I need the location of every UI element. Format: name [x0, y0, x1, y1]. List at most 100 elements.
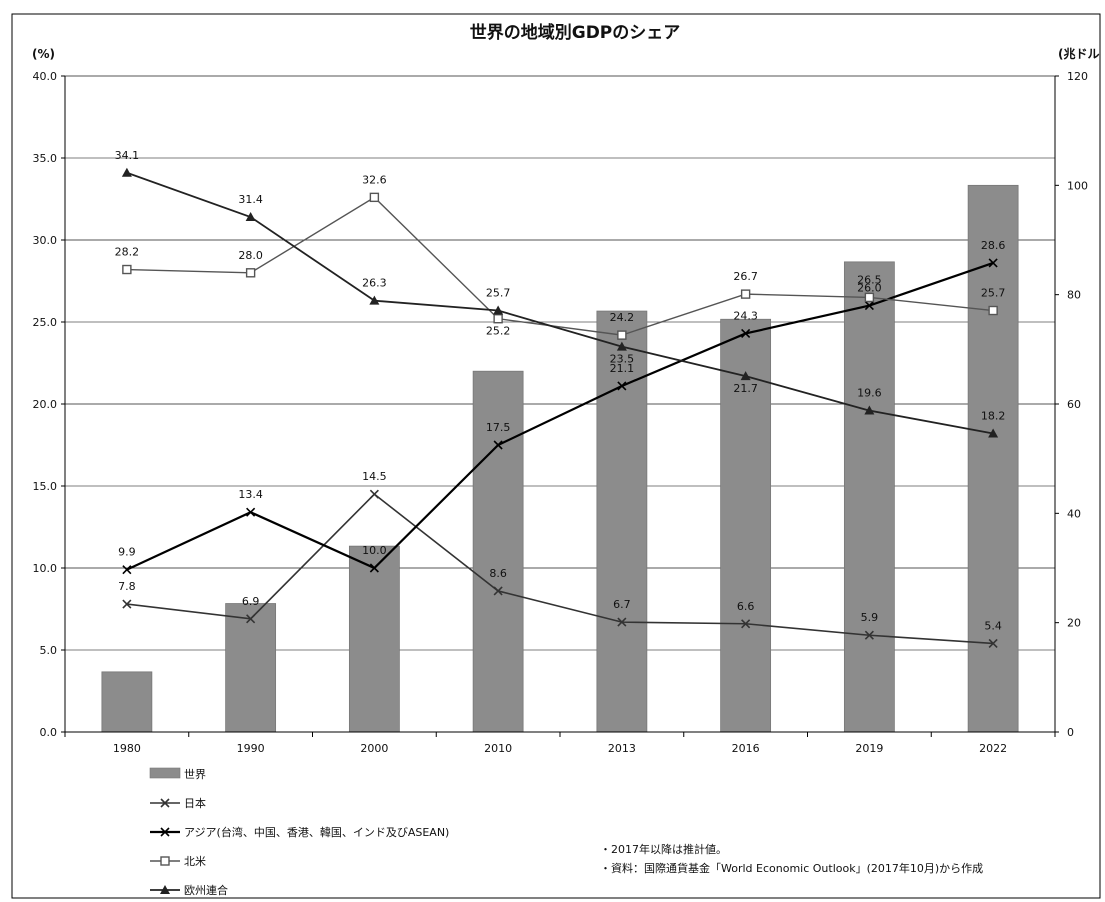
legend-marker-asia [160, 827, 170, 837]
eu-point-1980 [121, 167, 132, 177]
left-tick-label: 20.0 [33, 398, 58, 411]
japan-point-2019-stroke-b [864, 630, 874, 640]
japan-point-2013 [617, 617, 627, 627]
right-tick-label: 100 [1067, 179, 1088, 192]
eu-point-1990 [245, 212, 256, 222]
asia-point-1980 [122, 565, 132, 575]
japan-point-1990 [246, 614, 256, 624]
legend-label-north-america: 北米 [184, 855, 206, 868]
japan-point-2000 [369, 489, 379, 499]
bar-2010 [472, 370, 524, 733]
asia-point-2022 [988, 258, 998, 268]
japan-point-2013-stroke-b [617, 617, 627, 627]
bar-2019 [843, 261, 895, 733]
right-tick-label: 60 [1067, 398, 1081, 411]
japan-label-1990: 6.9 [242, 595, 260, 608]
north-america-label-2019: 26.5 [857, 273, 882, 286]
eu-label-2013: 23.5 [610, 353, 635, 366]
right-tick-label: 0 [1067, 726, 1074, 739]
japan-point-1980 [122, 599, 132, 609]
legend-marker-japan [160, 798, 170, 808]
note-estimate: ・2017年以降は推計値。 [600, 842, 727, 856]
japan-point-2019 [864, 630, 874, 640]
asia-point-2010-stroke-b [493, 440, 503, 450]
x-tick-label-2022: 2022 [979, 742, 1007, 755]
north-america-label-2000: 32.6 [362, 173, 387, 186]
north-america-label-2022: 25.7 [981, 287, 1006, 300]
japan-point-2022 [988, 638, 998, 649]
japan-point-2010 [493, 586, 503, 596]
north-america-label-1980: 28.2 [115, 246, 140, 259]
legend-marker-japan-stroke-b [160, 798, 170, 808]
eu-point-2000 [369, 295, 380, 305]
eu-point-2019 [864, 405, 875, 415]
asia-point-2016 [741, 328, 751, 339]
asia-label-2013: 21.1 [610, 362, 635, 375]
eu-label-2000: 26.3 [362, 277, 387, 290]
japan-label-2022: 5.4 [984, 619, 1002, 632]
axes: 0.0 5.0 10.0 15.0 20.0 25.0 30.0 35.0 40.0 0 20 40 6… [33, 70, 1089, 755]
north-america-point-1990 [245, 268, 256, 278]
asia-label-2000: 10.0 [362, 544, 387, 557]
asia-label-2022: 28.6 [981, 239, 1006, 252]
chart-title: 世界の地域別GDPのシェア [470, 22, 681, 43]
asia-point-2019 [864, 301, 874, 311]
data-labels: 7.8 6.9 14.5 8.6 6.7 6.6 5.9 5.4 9.9 13.4 10.0 17.5… [115, 149, 1006, 633]
bar-2013 [596, 310, 648, 733]
bar-2022 [967, 184, 1019, 733]
north-america-label-1990: 28.0 [238, 249, 263, 262]
north-america-line [126, 196, 994, 336]
north-america-point-2016 [740, 289, 751, 299]
left-tick-label: 0.0 [40, 726, 58, 739]
asia-point-2010 [493, 440, 503, 450]
asia-point-2019-stroke-b [864, 301, 874, 311]
left-tick-label: 10.0 [33, 562, 58, 575]
right-tick-label: 20 [1067, 617, 1081, 630]
north-america-point-1980 [122, 264, 132, 275]
eu-line [126, 171, 994, 435]
eu-label-2010: 25.7 [486, 287, 511, 300]
right-tick-label: 120 [1067, 70, 1088, 83]
legend-label-world: 世界 [184, 768, 206, 781]
legend-marker-eu [160, 885, 170, 894]
japan-label-2016: 6.6 [737, 600, 755, 613]
eu-label-1980: 34.1 [115, 149, 140, 162]
left-tick-label: 25.0 [33, 316, 58, 329]
japan-point-2000-stroke-b [369, 489, 379, 499]
x-tick-label-2019: 2019 [855, 742, 883, 755]
left-axis-unit: (%) [32, 47, 55, 61]
legend-label-asia: アジア(台湾、中国、香港、韓国、インド及びASEAN) [184, 825, 449, 839]
legend-swatch-world [149, 767, 181, 779]
eu-point-2022 [988, 428, 999, 438]
japan-point-2016 [741, 619, 751, 629]
japan-point-1980-stroke-b [122, 599, 132, 609]
world-gdp-bars [101, 184, 1019, 733]
asia-point-1990 [246, 507, 256, 517]
left-tick-label: 30.0 [33, 234, 58, 247]
japan-label-2000: 14.5 [362, 470, 387, 483]
asia-line [126, 261, 994, 571]
x-tick-label-2013: 2013 [608, 742, 636, 755]
legend-marker-asia-stroke-b [160, 827, 170, 837]
japan-point-1990-stroke-b [246, 614, 256, 624]
x-tick-label-2016: 2016 [732, 742, 760, 755]
right-axis-unit: (兆ドル [1058, 46, 1100, 61]
north-america-label-2010: 25.2 [486, 325, 511, 338]
north-america-point-2000 [369, 192, 380, 203]
asia-point-2000-stroke-b [369, 563, 379, 573]
asia-label-2019: 26.0 [857, 282, 882, 295]
asia-point-2000 [369, 563, 379, 573]
left-tick-label: 35.0 [33, 152, 58, 165]
asia-label-1980: 9.9 [118, 546, 136, 559]
bar-2000 [348, 545, 400, 733]
north-america-point-2010 [493, 314, 503, 324]
asia-label-1990: 13.4 [238, 488, 263, 501]
bar-2016 [720, 318, 772, 733]
asia-point-1980-stroke-b [122, 565, 132, 575]
north-america-label-2016: 26.7 [733, 270, 758, 283]
japan-line [126, 493, 994, 645]
left-tick-label: 15.0 [33, 480, 58, 493]
eu-point-2010 [493, 305, 504, 315]
